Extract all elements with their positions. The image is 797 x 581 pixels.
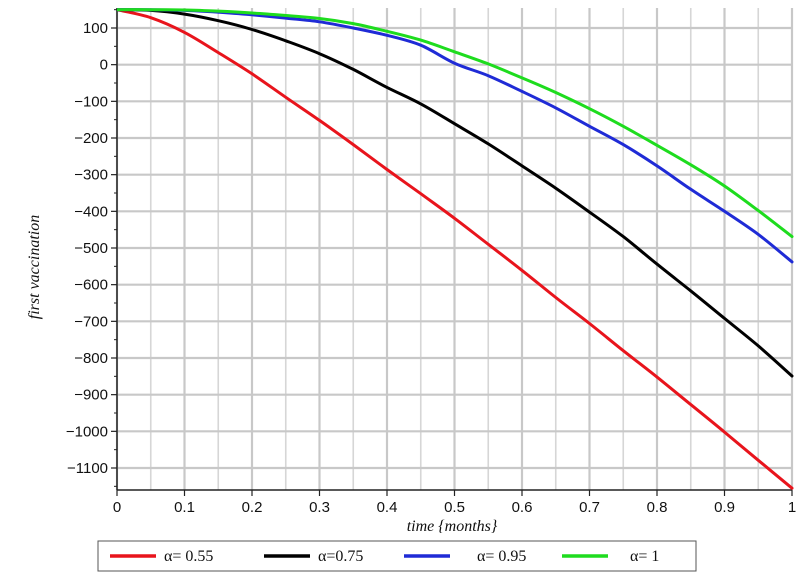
x-tick-label: 0.7: [579, 499, 600, 516]
legend-label: α= 0.95: [477, 548, 526, 565]
y-tick-label: −500: [74, 240, 108, 257]
grid: [115, 8, 794, 490]
x-tick-label: 1: [788, 499, 796, 516]
y-tick-label: −900: [74, 387, 108, 404]
legend-label: α=0.75: [318, 548, 363, 565]
y-axis-title: first vaccination: [26, 215, 43, 319]
y-tick-label: −200: [74, 130, 108, 147]
x-tick-label: 0.9: [714, 499, 735, 516]
y-tick-label: −1000: [66, 423, 108, 440]
y-tick-label: −800: [74, 350, 108, 367]
x-tick-label: 0.2: [242, 499, 263, 516]
tick-labels: 100 0 −100 −200 −300 −400 −500 −600 −700 −800 −900…: [66, 20, 796, 516]
x-tick-label: 0.4: [377, 499, 398, 516]
y-tick-label: −300: [74, 167, 108, 184]
series-line-2: [117, 8, 794, 378]
series-line-1: [117, 8, 794, 490]
legend-label: α= 1: [630, 548, 659, 565]
y-tick-label: −400: [74, 203, 108, 220]
y-tick-label: 0: [100, 57, 108, 74]
legend: α= 0.55 α=0.75 α= 0.95 α= 1: [97, 540, 697, 572]
x-tick-label: 0.6: [512, 499, 533, 516]
x-tick-label: 0.8: [647, 499, 668, 516]
x-axis-title: time {months}: [407, 518, 498, 535]
x-tick-label: 0.3: [309, 499, 330, 516]
x-tick-label: 0: [113, 499, 121, 516]
series-lines: [117, 8, 794, 490]
y-tick-label: −100: [74, 93, 108, 110]
x-tick-label: 0.1: [174, 499, 195, 516]
y-tick-label: −700: [74, 313, 108, 330]
x-tick-label: 0.5: [444, 499, 465, 516]
series-line-4: [117, 8, 794, 239]
axes: [111, 8, 793, 496]
y-tick-label: −600: [74, 277, 108, 294]
y-tick-label: 100: [83, 20, 108, 37]
legend-label: α= 0.55: [164, 548, 213, 565]
y-tick-label: −1100: [67, 460, 108, 477]
